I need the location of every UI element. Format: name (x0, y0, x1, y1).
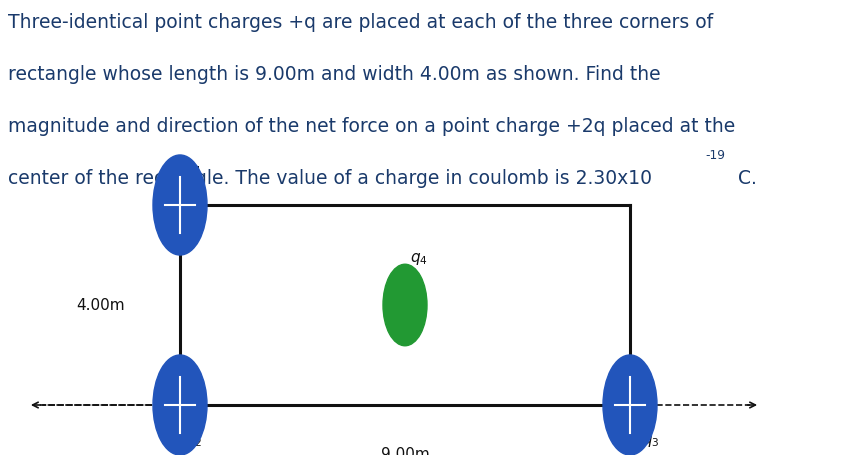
Text: $q_1$: $q_1$ (185, 161, 202, 177)
Text: $q_4$: $q_4$ (410, 251, 427, 267)
Text: 4.00m: 4.00m (77, 298, 125, 313)
Text: -19: -19 (705, 149, 725, 162)
Text: $q_3$: $q_3$ (642, 433, 659, 449)
Ellipse shape (153, 355, 207, 455)
Text: Three-identical point charges +q are placed at each of the three corners of: Three-identical point charges +q are pla… (8, 13, 713, 32)
Ellipse shape (383, 264, 427, 346)
Text: 9.00m: 9.00m (381, 447, 429, 455)
Text: rectangle whose length is 9.00m and width 4.00m as shown. Find the: rectangle whose length is 9.00m and widt… (8, 65, 661, 84)
Text: magnitude and direction of the net force on a point charge +2q placed at the: magnitude and direction of the net force… (8, 117, 735, 136)
Ellipse shape (153, 155, 207, 255)
Text: center of the rectangle. The value of a charge in coulomb is 2.30x10: center of the rectangle. The value of a … (8, 169, 652, 188)
Text: $q_2$: $q_2$ (185, 433, 202, 449)
Text: C.: C. (738, 169, 757, 188)
Ellipse shape (603, 355, 657, 455)
